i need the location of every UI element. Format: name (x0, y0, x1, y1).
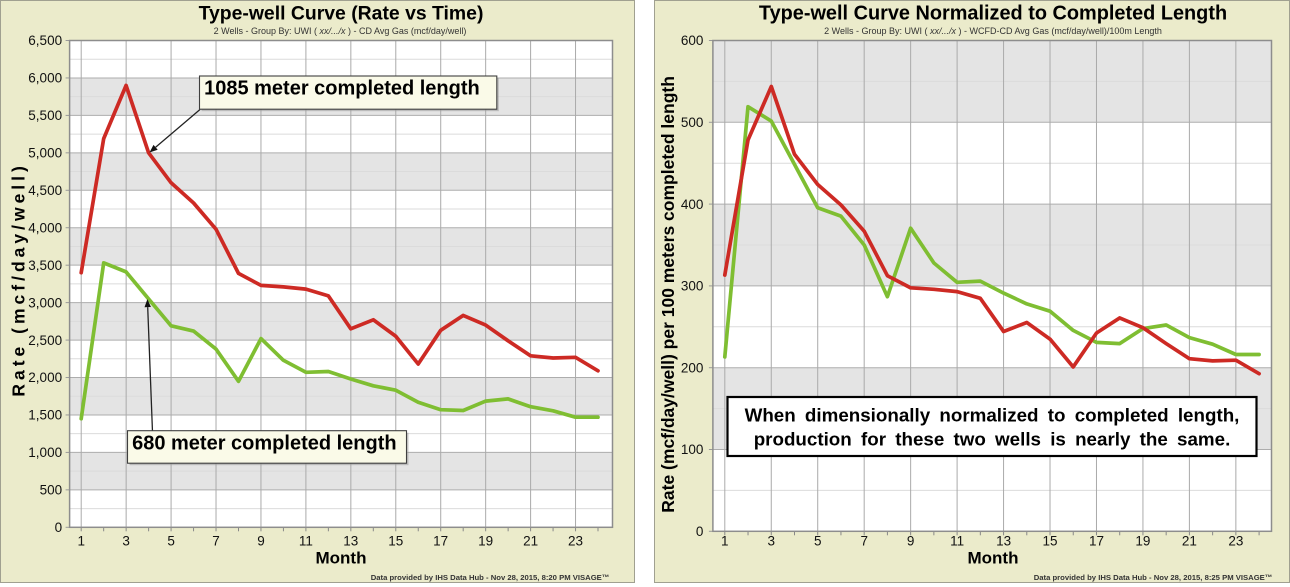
svg-text:0: 0 (55, 520, 63, 535)
svg-text:Rate (mcf/day/well): Rate (mcf/day/well) (8, 162, 28, 397)
svg-text:3,500: 3,500 (28, 258, 62, 273)
svg-text:0: 0 (695, 524, 703, 539)
svg-text:9: 9 (906, 534, 914, 549)
svg-text:1,000: 1,000 (28, 445, 62, 460)
svg-text:11: 11 (950, 534, 964, 549)
svg-text:600: 600 (680, 33, 703, 48)
svg-text:3,000: 3,000 (28, 295, 62, 310)
svg-text:2 Wells - Group By: UWI ( xx/.: 2 Wells - Group By: UWI ( xx/.../x ) - C… (214, 26, 467, 36)
svg-text:6,500: 6,500 (28, 33, 62, 48)
svg-text:Type-well Curve (Rate vs Time): Type-well Curve (Rate vs Time) (199, 3, 484, 25)
svg-text:Data provided by IHS Data Hub: Data provided by IHS Data Hub - Nov 28, … (371, 573, 610, 582)
svg-text:21: 21 (1181, 534, 1196, 549)
svg-text:23: 23 (1228, 534, 1243, 549)
svg-text:500: 500 (680, 115, 703, 130)
svg-text:7: 7 (212, 534, 220, 549)
svg-text:5,000: 5,000 (28, 146, 62, 161)
svg-text:2,500: 2,500 (28, 333, 62, 348)
svg-text:production for these two wells: production for these two wells is nearly… (753, 429, 1230, 450)
svg-text:680 meter completed length: 680 meter completed length (132, 432, 397, 454)
svg-text:4,000: 4,000 (28, 220, 62, 235)
svg-text:23: 23 (568, 534, 583, 549)
svg-text:1: 1 (77, 534, 85, 549)
svg-text:2 Wells - Group By: UWI ( xx/.: 2 Wells - Group By: UWI ( xx/.../x ) - W… (824, 26, 1162, 36)
svg-text:200: 200 (680, 360, 703, 375)
svg-text:Month: Month (316, 549, 367, 568)
svg-text:5: 5 (813, 534, 821, 549)
svg-text:300: 300 (680, 279, 703, 294)
svg-text:Data provided by IHS Data Hub: Data provided by IHS Data Hub - Nov 28, … (1033, 573, 1272, 582)
svg-text:1: 1 (721, 534, 729, 549)
svg-text:5: 5 (167, 534, 175, 549)
svg-text:500: 500 (40, 483, 63, 498)
svg-text:13: 13 (343, 534, 358, 549)
svg-text:Type-well Curve Normalized to: Type-well Curve Normalized to Completed … (758, 3, 1226, 25)
svg-text:400: 400 (680, 197, 703, 212)
svg-text:7: 7 (860, 534, 868, 549)
svg-text:1,500: 1,500 (28, 408, 62, 423)
svg-text:6,000: 6,000 (28, 71, 62, 86)
svg-text:15: 15 (388, 534, 403, 549)
svg-text:3: 3 (767, 534, 775, 549)
svg-text:5,500: 5,500 (28, 108, 62, 123)
svg-text:17: 17 (1088, 534, 1103, 549)
svg-text:3: 3 (122, 534, 130, 549)
svg-text:9: 9 (257, 534, 265, 549)
svg-text:21: 21 (523, 534, 538, 549)
svg-text:Rate (mcf/day/well) per 100 me: Rate (mcf/day/well) per 100 meters compl… (658, 76, 678, 513)
svg-text:17: 17 (433, 534, 448, 549)
svg-text:Month: Month (967, 549, 1018, 568)
svg-text:When dimensionally normalized: When dimensionally normalized to complet… (744, 405, 1239, 426)
svg-text:19: 19 (478, 534, 493, 549)
svg-text:100: 100 (680, 442, 703, 457)
svg-text:2,000: 2,000 (28, 370, 62, 385)
svg-text:4,500: 4,500 (28, 183, 62, 198)
svg-text:15: 15 (1042, 534, 1057, 549)
svg-text:19: 19 (1135, 534, 1150, 549)
svg-text:1085 meter completed length: 1085 meter completed length (204, 78, 480, 100)
svg-text:13: 13 (996, 534, 1011, 549)
svg-text:11: 11 (299, 534, 313, 549)
